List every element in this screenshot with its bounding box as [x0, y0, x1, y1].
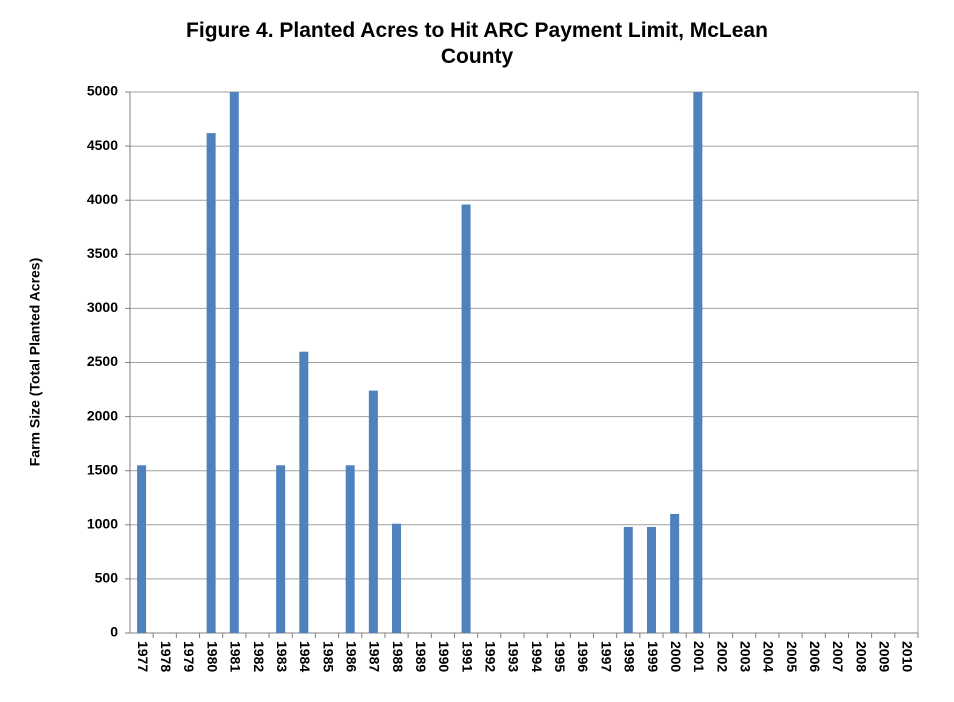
x-tick-label: 1999 [645, 641, 661, 672]
bar [693, 92, 703, 633]
x-tick-label: 1981 [228, 641, 244, 672]
x-tick-label: 2010 [900, 641, 916, 672]
x-tick-label: 2009 [877, 641, 893, 672]
bar [670, 513, 680, 633]
bar [392, 523, 402, 633]
x-tick-label: 1996 [575, 641, 591, 672]
x-tick-label: 1978 [158, 641, 174, 672]
y-tick-label: 1000 [87, 516, 118, 532]
bar [646, 526, 656, 633]
x-tick-label: 1983 [274, 641, 290, 672]
x-tick-label: 1993 [506, 641, 522, 672]
bar [461, 204, 471, 633]
bar [345, 465, 355, 633]
y-tick-label: 4000 [87, 191, 118, 207]
y-tick-label: 4500 [87, 137, 118, 153]
x-tick-label: 1992 [483, 641, 499, 672]
bar [299, 351, 309, 633]
x-tick-label: 1987 [367, 641, 383, 672]
x-tick-label: 1994 [529, 641, 545, 672]
bar [368, 390, 378, 633]
x-tick-label: 2000 [668, 641, 684, 672]
x-tick-label: 2005 [784, 641, 800, 672]
x-tick-label: 1986 [343, 641, 359, 672]
y-tick-label: 3500 [87, 245, 118, 261]
bar [206, 133, 216, 633]
bar [276, 465, 286, 633]
x-tick-label: 1984 [297, 641, 313, 672]
x-tick-label: 1979 [181, 641, 197, 672]
y-tick-label: 1500 [87, 461, 118, 477]
x-tick-label: 2006 [807, 641, 823, 672]
x-tick-label: 2002 [714, 641, 730, 672]
bar [137, 465, 147, 633]
x-tick-label: 1995 [552, 641, 568, 672]
x-tick-label: 2001 [691, 641, 707, 672]
x-tick-label: 1990 [436, 641, 452, 672]
y-tick-label: 3000 [87, 299, 118, 315]
y-tick-label: 2500 [87, 353, 118, 369]
bar [229, 92, 239, 633]
y-tick-label: 0 [110, 624, 118, 640]
y-tick-label: 5000 [87, 83, 118, 99]
chart-title: Figure 4. Planted Acres to Hit ARC Payme… [186, 19, 768, 68]
x-tick-label: 1982 [251, 641, 267, 672]
x-tick-label: 2008 [853, 641, 869, 672]
x-tick-label: 1997 [598, 641, 614, 672]
y-tick-label: 2000 [87, 407, 118, 423]
x-tick-label: 2003 [737, 641, 753, 672]
x-tick-label: 1989 [413, 641, 429, 672]
y-tick-label: 500 [95, 570, 119, 586]
x-tick-label: 1977 [135, 641, 151, 672]
x-tick-label: 1991 [459, 641, 475, 672]
bar [623, 526, 633, 633]
x-tick-label: 1998 [622, 641, 638, 672]
x-tick-label: 1985 [320, 641, 336, 672]
x-tick-label: 1988 [390, 641, 406, 672]
x-tick-label: 2007 [830, 641, 846, 672]
x-tick-label: 1980 [204, 641, 220, 672]
x-tick-label: 2004 [761, 641, 777, 672]
y-axis-label: Farm Size (Total Planted Acres) [27, 258, 43, 467]
